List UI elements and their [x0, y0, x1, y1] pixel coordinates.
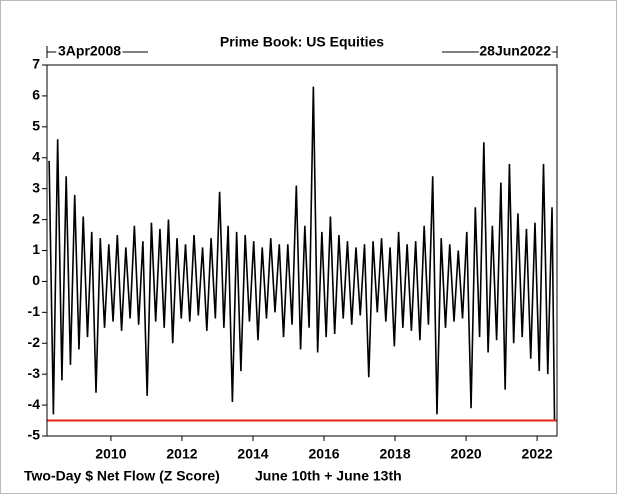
x-tick-label: 2010 — [95, 446, 126, 462]
y-tick-label: 0 — [32, 272, 40, 288]
x-tick-label: 2018 — [379, 446, 410, 462]
y-tick-label: -3 — [28, 365, 41, 381]
start-date: 3Apr2008 — [58, 43, 121, 59]
y-tick-label: -5 — [28, 427, 41, 443]
y-tick-label: 4 — [32, 148, 40, 164]
chart-title: Prime Book: US Equities — [220, 34, 384, 50]
y-tick-label: 3 — [32, 179, 40, 195]
x-tick-label: 2020 — [451, 446, 482, 462]
data-line — [48, 86, 556, 421]
y-tick-label: -4 — [28, 396, 41, 412]
plot-border — [46, 64, 558, 437]
x-tick-label: 2022 — [522, 446, 553, 462]
x-tick-label: 2012 — [166, 446, 197, 462]
x-tick-label: 2014 — [237, 446, 268, 462]
y-tick-label: 5 — [32, 118, 40, 134]
y-tick-label: 2 — [32, 210, 40, 226]
footer-highlight: June 10th + June 13th — [255, 468, 402, 484]
footer: Two-Day $ Net Flow (Z Score) — [24, 468, 220, 484]
x-tick-label: 2016 — [308, 446, 339, 462]
y-tick-label: -1 — [28, 303, 41, 319]
y-tick-label: 6 — [32, 87, 40, 103]
end-date: 28Jun2022 — [479, 43, 551, 59]
y-tick-label: 1 — [32, 241, 40, 257]
y-tick-label: -2 — [28, 334, 41, 350]
y-tick-label: 7 — [32, 56, 40, 72]
